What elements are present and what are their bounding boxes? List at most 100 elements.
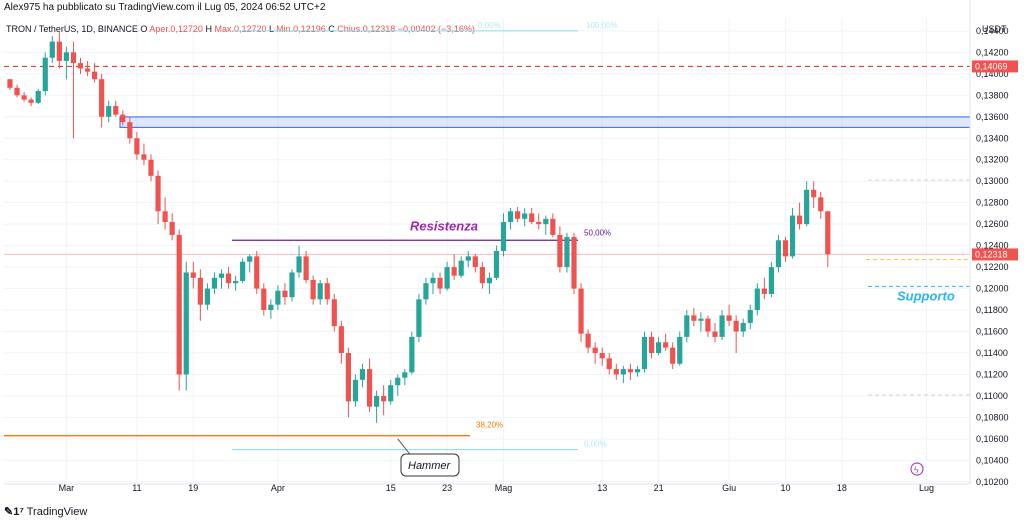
candle-body [571, 237, 577, 289]
candle-body [437, 277, 443, 289]
candle-body [261, 288, 267, 311]
change-value: −0,00402 (−3,16%) [398, 24, 475, 34]
y-tick-label: 0,12200 [976, 262, 1009, 272]
candle-body [698, 318, 704, 321]
price-tag: 0,14069 [975, 61, 1008, 71]
candle-body [374, 395, 380, 407]
candle-body [754, 288, 760, 311]
candle-body [317, 283, 323, 300]
candle-body [705, 318, 711, 332]
candle-body [578, 288, 584, 334]
candle-body [240, 261, 246, 282]
candle-body [99, 79, 105, 117]
candle-body [14, 87, 20, 96]
high-value: Max.0,12720 [214, 24, 269, 34]
candle-body [585, 333, 591, 348]
candle-body [388, 385, 394, 402]
candle-body [7, 79, 13, 88]
candle-body [63, 52, 69, 61]
candle-body [797, 215, 803, 225]
candle-body [176, 234, 182, 375]
y-tick-label: 0,11600 [976, 327, 1008, 337]
candle-body [225, 273, 232, 284]
candle-body [352, 379, 359, 402]
candle-body [479, 267, 485, 284]
candle-body [148, 159, 154, 176]
candle-body [515, 211, 521, 219]
fib-label-0-top: 0,00% [478, 21, 501, 30]
tradingview-brand[interactable]: ✎1⁷ TradingView [4, 505, 87, 518]
candle-body [557, 234, 563, 268]
chart-header: TRON / TetherUS, 1D, BINANCE O Aper.0,12… [6, 24, 475, 34]
y-tick-label: 0,13200 [976, 155, 1009, 165]
tradingview-logo-icon: ✎1⁷ [4, 506, 24, 518]
candle-body [183, 272, 189, 375]
candle-body [740, 322, 746, 332]
candle-body [550, 218, 556, 235]
candle-body [42, 57, 48, 92]
candle-body [84, 68, 91, 72]
candle-body [49, 41, 55, 58]
resistance-label: Resistenza [410, 218, 478, 233]
fib-label-0-bottom: 0,00% [584, 440, 607, 449]
candle-body [268, 304, 274, 311]
candle-body [599, 353, 605, 359]
candle-body [789, 215, 796, 257]
candle-body [282, 290, 288, 298]
candle-body [190, 272, 196, 278]
candle-body [472, 256, 478, 268]
candle-body [289, 272, 295, 298]
candle-body [592, 347, 598, 354]
candle-body [254, 256, 260, 289]
candle-body [818, 197, 824, 212]
lightning-icon-glyph: ϟ [914, 465, 919, 475]
y-tick-label: 0,13000 [976, 176, 1009, 186]
candle-body [77, 63, 84, 69]
price-tag-bg [972, 60, 1018, 73]
x-tick-label: 18 [837, 483, 847, 493]
candle-body [331, 299, 337, 327]
fib-label-382: 38,20% [476, 421, 503, 430]
candle-body [120, 114, 126, 123]
y-tick-label: 0,10600 [976, 434, 1009, 444]
candle-body [21, 95, 27, 100]
candle-body [451, 267, 457, 276]
y-tick-label: 0,11000 [976, 391, 1008, 401]
candle-body [564, 237, 570, 268]
candle-body [712, 331, 718, 337]
y-tick-label: 0,12600 [976, 219, 1009, 229]
support-label: Supporto [897, 288, 955, 303]
candle-body [663, 342, 669, 348]
candle-body [169, 222, 175, 235]
candle-body [92, 71, 98, 80]
candle-body [620, 369, 626, 375]
y-tick-label: 0,11400 [976, 348, 1008, 358]
lightning-icon [910, 462, 924, 476]
x-tick-label: 23 [442, 483, 452, 493]
candle-body [218, 273, 225, 278]
open-value: Aper.0,12720 [149, 24, 205, 34]
candle-body [211, 277, 218, 289]
candle-body [782, 240, 789, 257]
y-tick-label: 0,10400 [976, 455, 1009, 465]
brand-label: TradingView [26, 506, 88, 518]
candle-body [648, 336, 655, 354]
candle-body [35, 91, 41, 103]
candle-body [536, 222, 542, 225]
candle-body [641, 336, 648, 370]
chart-title: TRON / TetherUS, 1D, BINANCE [6, 24, 140, 34]
candle-body [606, 358, 612, 370]
y-tick-label: 0,11800 [976, 305, 1008, 315]
y-tick-label: 0,12400 [976, 241, 1009, 251]
candle-body [204, 288, 210, 305]
candle-body [543, 218, 549, 225]
candle-body [804, 189, 810, 225]
low-label: L [269, 24, 276, 34]
candle-body [106, 106, 112, 117]
candle-body [345, 353, 351, 402]
y-tick-label: 0,13400 [976, 133, 1009, 143]
candle-body [684, 315, 690, 337]
candle-body [113, 106, 119, 115]
x-tick-label: 11 [132, 483, 141, 493]
